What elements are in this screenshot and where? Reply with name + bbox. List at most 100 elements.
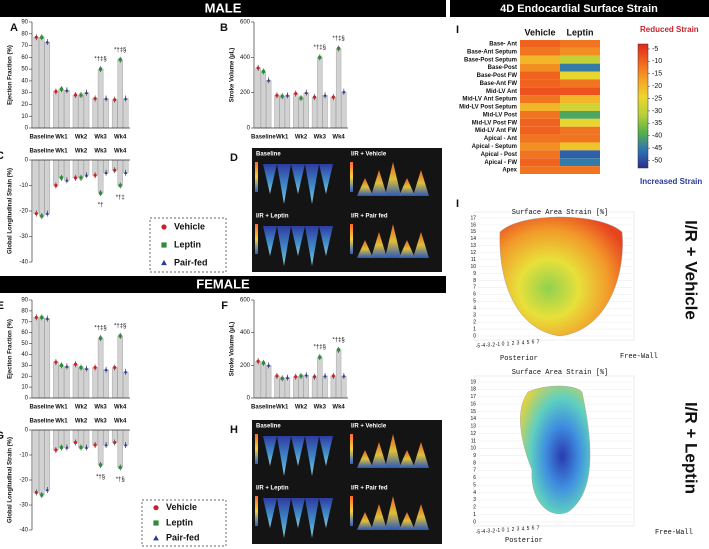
female-header-bar [0, 276, 446, 293]
mean-marker [45, 488, 50, 492]
bar [97, 337, 104, 399]
heat-cell [560, 142, 600, 151]
mean-marker [331, 95, 335, 99]
z-tick-label: 7 [473, 468, 476, 474]
surface-spike [277, 164, 291, 204]
mean-marker [275, 374, 279, 378]
bar [293, 376, 299, 399]
bar [97, 68, 104, 129]
mean-marker [79, 176, 83, 180]
surface-spike [263, 226, 277, 256]
mean-marker [337, 46, 341, 51]
legend-label: Leptin [174, 239, 201, 249]
mean-marker [285, 375, 290, 379]
y-tick-label: 90 [21, 20, 28, 26]
mean-marker [34, 315, 38, 320]
bar [317, 57, 323, 129]
mean-marker [318, 55, 322, 59]
x-tick-label: -4 [481, 529, 486, 535]
x-tick-label: Wk3 [94, 135, 107, 141]
surface-spike [357, 240, 373, 258]
y-tick-label: 200 [240, 90, 251, 96]
colorbar-tick-label: -40 [652, 133, 662, 140]
legend-marker [153, 505, 159, 511]
x-tick-label: Baseline [251, 135, 276, 141]
bar [97, 429, 104, 466]
mean-marker [54, 183, 58, 188]
y-tick-label: -40 [19, 260, 28, 266]
bar [341, 375, 347, 399]
image-label: I/R + Pair fed [351, 214, 388, 220]
significance-label: *†‡§ [94, 326, 106, 332]
bar [279, 95, 285, 129]
bar [44, 41, 51, 129]
bar [255, 361, 261, 399]
surface-spike [263, 164, 277, 194]
mini-colorbar [255, 162, 258, 192]
heat-cell [520, 79, 560, 88]
z-tick-label: 10 [470, 446, 476, 452]
mean-marker [299, 374, 303, 378]
mean-marker [299, 96, 303, 100]
z-tick-label: 9 [473, 271, 476, 277]
mean-marker [342, 89, 346, 94]
y-tick-label: 0 [25, 158, 29, 164]
mean-marker [93, 365, 97, 370]
x-tick-label: Wk3 [94, 405, 107, 411]
row-label: Mid-LV Ant FW [475, 128, 517, 134]
side-label: I/R + Vehicle [682, 220, 701, 320]
mean-marker [79, 365, 83, 370]
legend-label: Vehicle [166, 502, 197, 512]
x-tick-label: -2 [491, 342, 496, 348]
y-tick-label: -20 [19, 209, 28, 215]
plot-box [473, 375, 635, 527]
row-label: Base-Post FW [477, 73, 518, 79]
z-tick-label: 8 [473, 460, 476, 466]
mean-marker [118, 183, 122, 188]
image-label: Baseline [256, 152, 281, 158]
z-tick-label: 11 [471, 257, 476, 263]
bar [330, 96, 336, 129]
mean-marker [73, 93, 78, 97]
surface-spike [385, 434, 401, 468]
heat-cell [560, 63, 600, 72]
x-axis-title: Posterior [500, 355, 538, 363]
mean-marker [118, 334, 122, 338]
mean-marker [34, 211, 38, 216]
mean-marker [40, 35, 44, 39]
female-header: FEMALE [196, 276, 250, 291]
y-tick-label: 30 [21, 363, 28, 369]
bar [330, 375, 336, 399]
mean-marker [256, 66, 260, 70]
colorbar-tick-label: -15 [652, 71, 662, 78]
z-tick-label: 12 [470, 250, 476, 256]
surface-spike [319, 436, 333, 466]
mean-marker [123, 96, 128, 100]
heat-cell [560, 166, 600, 174]
bar [322, 375, 328, 399]
bar [72, 364, 79, 399]
x-tick-label: Wk1 [55, 135, 68, 141]
significance-label: *†‡§ [332, 36, 344, 42]
heat-cell [560, 158, 600, 167]
heat-cell [560, 126, 600, 135]
x-tick-label: -3 [486, 343, 491, 349]
y-tick-label: 40 [21, 352, 28, 358]
bar [44, 159, 51, 214]
bar [341, 91, 347, 129]
row-label: Base-Ant FW [480, 81, 518, 87]
z-tick-label: 0 [473, 519, 476, 525]
x-tick-label: -1 [496, 528, 501, 534]
panel-letter: C [0, 150, 4, 162]
bar [274, 95, 280, 129]
y-tick-label: 200 [240, 363, 251, 369]
legend-label: Pair-fed [174, 257, 208, 267]
x-tick-label: Wk1 [55, 149, 68, 155]
mean-marker [104, 443, 108, 447]
x-tick-label: 5 [527, 340, 530, 346]
y-tick-label: 10 [21, 114, 28, 120]
row-label: Base-Ant Septum [467, 49, 517, 55]
heat-cell [520, 40, 560, 48]
y-axis-title: Free-Wall [620, 353, 658, 361]
bar [103, 98, 109, 129]
